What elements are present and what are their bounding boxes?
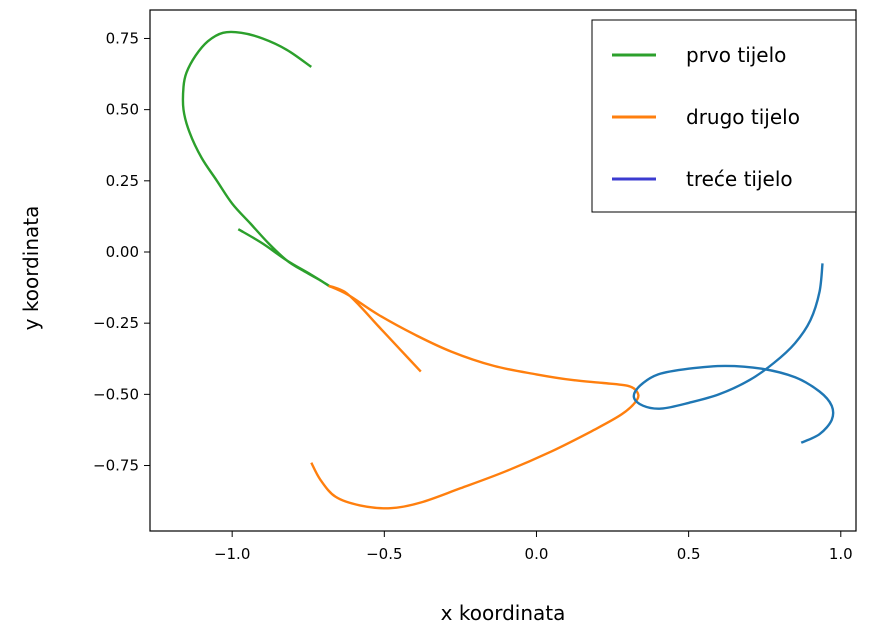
x-tick-label: 0.0: [525, 545, 549, 563]
y-tick-label: −0.25: [93, 314, 139, 332]
series-line-2: [310, 284, 640, 510]
plot-area: [181, 30, 835, 510]
x-axis-ticks: −1.0 −0.5 0.0 0.5 1.0: [214, 531, 853, 563]
y-tick-label: −0.75: [93, 457, 139, 475]
y-tick-label: 0.50: [106, 101, 139, 119]
series-line-1: [181, 30, 331, 288]
series-line-3: [632, 263, 835, 444]
y-tick-label: 0.00: [106, 243, 139, 261]
x-tick-label: 1.0: [829, 545, 853, 563]
y-axis-label: y koordinata: [19, 206, 43, 331]
x-tick-label: −1.0: [214, 545, 250, 563]
y-tick-label: −0.50: [93, 385, 139, 403]
x-tick-label: 0.5: [677, 545, 701, 563]
plot-frame: [149, 9, 857, 532]
x-axis-label: x koordinata: [441, 601, 566, 625]
legend-label: treće tijelo: [686, 167, 793, 191]
y-tick-label: 0.25: [106, 172, 139, 190]
y-axis-ticks: 0.75 0.50 0.25 0.00 −0.25 −0.50 −0.75: [93, 29, 150, 475]
legend-label: drugo tijelo: [686, 105, 800, 129]
legend-label: prvo tijelo: [686, 43, 786, 67]
y-tick-label: 0.75: [106, 29, 139, 47]
x-tick-label: −0.5: [366, 545, 402, 563]
legend: prvo tijelo drugo tijelo treće tijelo: [591, 19, 857, 213]
axes: [149, 9, 857, 532]
